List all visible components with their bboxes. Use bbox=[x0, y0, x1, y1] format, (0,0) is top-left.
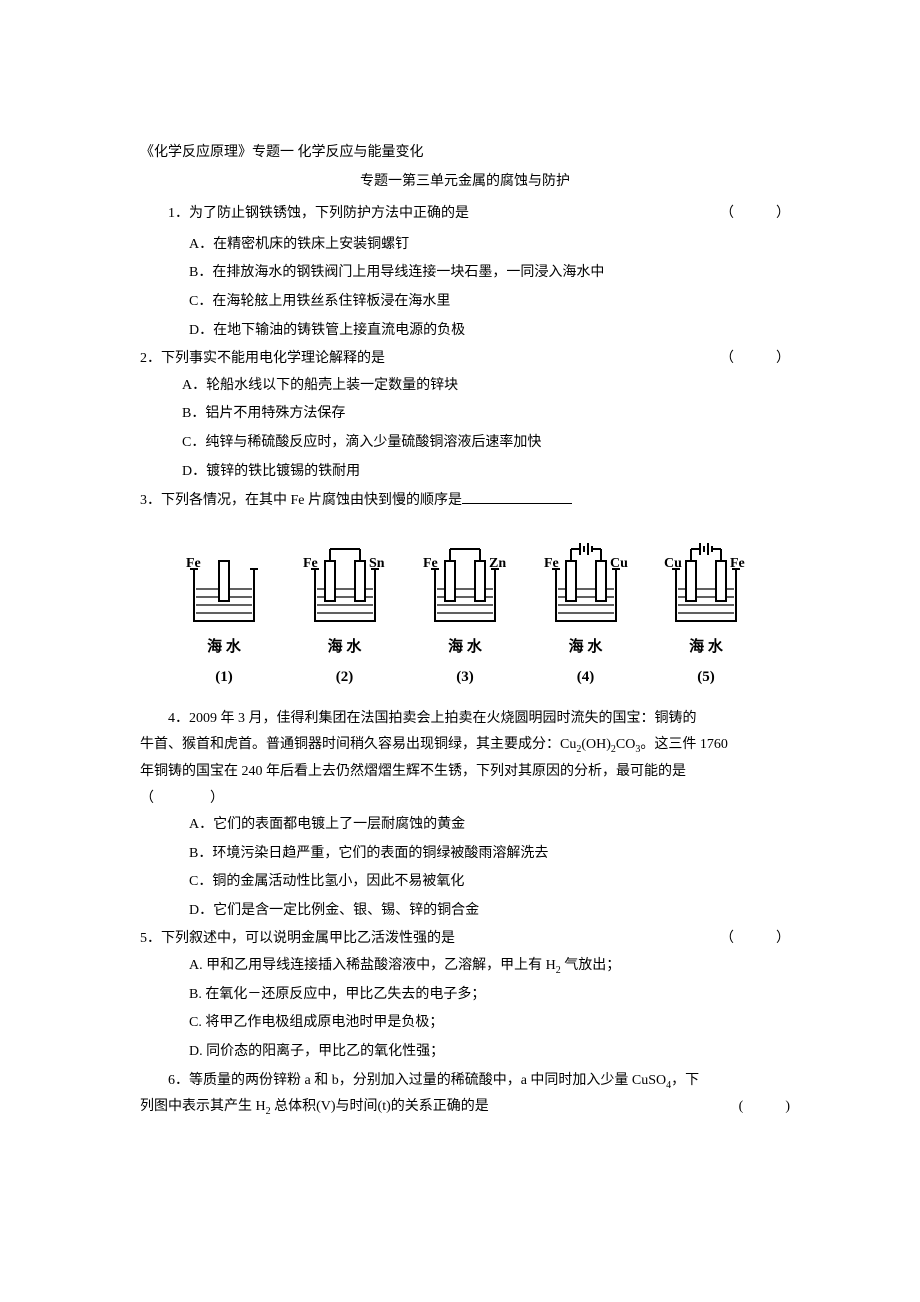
q6-line2: 列图中表示其产生 H2 总体积(V)与时间(t)的关系正确的是 ( ) bbox=[140, 1094, 790, 1121]
q3-text: 3．下列各情况，在其中 Fe 片腐蚀由快到慢的顺序是 bbox=[140, 493, 462, 508]
svg-text:Fe: Fe bbox=[730, 556, 745, 571]
q6-l2-post: 总体积(V)与时间(t)的关系正确的是 bbox=[271, 1099, 489, 1114]
doc-title: 《化学反应原理》专题一 化学反应与能量变化 bbox=[140, 140, 790, 167]
svg-text:Cu: Cu bbox=[610, 556, 628, 571]
q3-blank bbox=[462, 487, 572, 504]
q1-stem: 1．为了防止钢铁锈蚀，下列防护方法中正确的是 （ ） bbox=[140, 201, 790, 228]
svg-text:Zn: Zn bbox=[489, 556, 506, 571]
q2-stem: 2．下列事实不能用电化学理论解释的是 （ ） bbox=[140, 346, 790, 373]
beaker-number-1: (1) bbox=[215, 663, 233, 692]
beaker-svg-5: Cu Fe bbox=[656, 531, 756, 631]
beaker-number-4: (4) bbox=[577, 663, 595, 692]
seawater-label-2: 海 水 bbox=[328, 633, 362, 662]
q5-stem: 5．下列叙述中，可以说明金属甲比乙活泼性强的是 （ ） bbox=[140, 926, 790, 953]
beaker-4: Fe Cu 海 水(4) bbox=[532, 531, 640, 692]
q4-l2-post: 。这三件 1760 bbox=[640, 737, 728, 752]
q5-c: C. 将甲乙作电极组成原电池时甲是负极； bbox=[140, 1010, 790, 1037]
q1-c: C．在海轮舷上用铁丝系住锌板浸在海水里 bbox=[140, 289, 790, 316]
beaker-3: Fe Zn 海 水(3) bbox=[411, 531, 519, 692]
seawater-label-5: 海 水 bbox=[689, 633, 723, 662]
q6-l1-pre: 6．等质量的两份锌粉 a 和 b，分别加入过量的稀硫酸中，a 中同时加入少量 C… bbox=[140, 1073, 666, 1088]
beaker-number-3: (3) bbox=[456, 663, 474, 692]
beaker-svg-2: Fe Sn bbox=[295, 531, 395, 631]
doc-subtitle: 专题一第三单元金属的腐蚀与防护 bbox=[140, 169, 790, 196]
q5-a: A. 甲和乙用导线连接插入稀盐酸溶液中，乙溶解，甲上有 H2 气放出； bbox=[140, 953, 790, 980]
q2-b: B．铝片不用特殊方法保存 bbox=[140, 401, 790, 428]
figures-row: Fe海 水(1)FeSn海 水(2)FeZn海 水(3)FeCu海 水(4)Cu… bbox=[170, 531, 760, 692]
q2-a: A．轮船水线以下的船壳上装一定数量的锌块 bbox=[140, 373, 790, 400]
seawater-label-1: 海 水 bbox=[207, 633, 241, 662]
q5-a-pre: A. 甲和乙用导线连接插入稀盐酸溶液中，乙溶解，甲上有 H bbox=[189, 958, 556, 973]
svg-text:Fe: Fe bbox=[423, 556, 438, 571]
q1-b: B．在排放海水的钢铁阀门上用导线连接一块石墨，一同浸入海水中 bbox=[140, 260, 790, 287]
q4-a: A．它们的表面都电镀上了一层耐腐蚀的黄金 bbox=[140, 812, 790, 839]
svg-text:Fe: Fe bbox=[186, 556, 201, 571]
q2-c: C．纯锌与稀硫酸反应时，滴入少量硫酸铜溶液后速率加快 bbox=[140, 430, 790, 457]
beaker-number-5: (5) bbox=[697, 663, 715, 692]
q4-line4: （ ） bbox=[140, 786, 790, 813]
beaker-2: Fe Sn 海 水(2) bbox=[291, 531, 399, 692]
svg-text:Fe: Fe bbox=[544, 556, 559, 571]
q1-paren: （ ） bbox=[692, 201, 790, 228]
q5-b: B. 在氧化－还原反应中，甲比乙失去的电子多； bbox=[140, 982, 790, 1009]
q1-a: A．在精密机床的铁床上安装铜螺钉 bbox=[140, 232, 790, 259]
q4-line1: 4．2009 年 3 月，佳得利集团在法国拍卖会上拍卖在火烧圆明园时流失的国宝：… bbox=[140, 706, 790, 733]
beaker-number-2: (2) bbox=[336, 663, 354, 692]
beaker-svg-4: Fe Cu bbox=[536, 531, 636, 631]
q4-c: C．铜的金属活动性比氢小，因此不易被氧化 bbox=[140, 869, 790, 896]
q1-text: 1．为了防止钢铁锈蚀，下列防护方法中正确的是 bbox=[168, 206, 469, 221]
q5-text: 5．下列叙述中，可以说明金属甲比乙活泼性强的是 bbox=[140, 931, 455, 946]
q6-l1-post: ，下 bbox=[671, 1073, 699, 1088]
q3-stem: 3．下列各情况，在其中 Fe 片腐蚀由快到慢的顺序是 bbox=[140, 487, 790, 514]
beaker-5: Cu Fe 海 水(5) bbox=[652, 531, 760, 692]
q5-d: D. 同价态的阳离子，甲比乙的氧化性强； bbox=[140, 1039, 790, 1066]
seawater-label-4: 海 水 bbox=[569, 633, 603, 662]
q4-l2-mid: (OH) bbox=[581, 737, 611, 752]
q4-line2: 牛首、猴首和虎首。普通铜器时间稍久容易出现铜绿，其主要成分：Cu2(OH)2CO… bbox=[140, 732, 790, 759]
svg-text:Fe: Fe bbox=[303, 556, 318, 571]
q6-l2-pre: 列图中表示其产生 H bbox=[140, 1099, 266, 1114]
q4-l2-pre: 牛首、猴首和虎首。普通铜器时间稍久容易出现铜绿，其主要成分：Cu bbox=[140, 737, 576, 752]
beaker-1: Fe 海 水(1) bbox=[170, 531, 278, 692]
q4-l2-co: CO bbox=[616, 737, 635, 752]
q4-d: D．它们是含一定比例金、银、锡、锌的铜合金 bbox=[140, 898, 790, 925]
q6-paren: ( ) bbox=[739, 1094, 790, 1121]
svg-text:Sn: Sn bbox=[369, 556, 385, 571]
beaker-svg-3: Fe Zn bbox=[415, 531, 515, 631]
q6-line1: 6．等质量的两份锌粉 a 和 b，分别加入过量的稀硫酸中，a 中同时加入少量 C… bbox=[140, 1068, 790, 1095]
q1-d: D．在地下输油的铸铁管上接直流电源的负极 bbox=[140, 318, 790, 345]
beaker-svg-1: Fe bbox=[174, 531, 274, 631]
q4-line3: 年铜铸的国宝在 240 年后看上去仍然熠熠生辉不生锈，下列对其原因的分析，最可能… bbox=[140, 759, 790, 786]
svg-text:Cu: Cu bbox=[664, 556, 682, 571]
q2-text: 2．下列事实不能用电化学理论解释的是 bbox=[140, 351, 385, 366]
seawater-label-3: 海 水 bbox=[448, 633, 482, 662]
q2-d: D．镀锌的铁比镀锡的铁耐用 bbox=[140, 459, 790, 486]
q4-b: B．环境污染日趋严重，它们的表面的铜绿被酸雨溶解洗去 bbox=[140, 841, 790, 868]
q5-a-post: 气放出； bbox=[561, 958, 621, 973]
q5-paren: （ ） bbox=[720, 926, 790, 953]
q2-paren: （ ） bbox=[720, 346, 790, 373]
